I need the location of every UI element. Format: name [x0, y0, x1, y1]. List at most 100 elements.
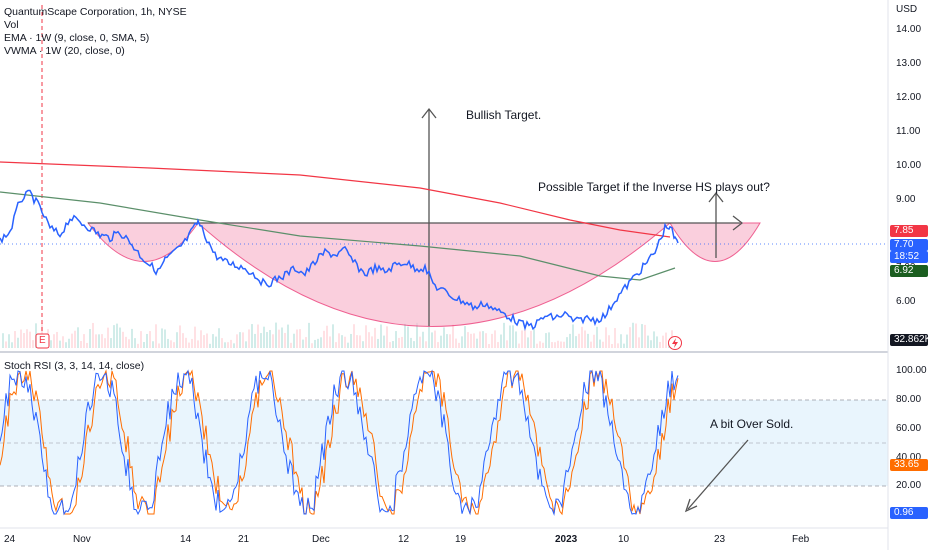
volume-bar [545, 333, 547, 348]
volume-bar [371, 336, 373, 348]
volume-bar [92, 322, 94, 348]
volume-bar [518, 343, 520, 348]
volume-bar [524, 330, 526, 348]
volume-bar [530, 330, 532, 348]
volume-bar [605, 327, 607, 348]
volume-bar [392, 341, 394, 348]
volume-bar [122, 331, 124, 348]
volume-bar [305, 337, 307, 348]
volume-bar [233, 343, 235, 348]
volume-bar [314, 339, 316, 348]
volume-bar [416, 322, 418, 348]
volume-bar [230, 339, 232, 348]
volume-bar [539, 341, 541, 348]
oversold-arrow [687, 439, 749, 510]
volume-bar [284, 332, 286, 348]
volume-bar [629, 327, 631, 348]
volume-bar [257, 324, 259, 348]
volume-bar [653, 331, 655, 348]
volume-bar [599, 339, 601, 348]
stoch-legend[interactable]: Stoch RSI (3, 3, 14, 14, close) [4, 360, 145, 372]
volume-bar [497, 342, 499, 348]
volume-bar [551, 342, 553, 348]
volume-bar [161, 328, 163, 348]
volume-bar [389, 342, 391, 348]
volume-bar [563, 341, 565, 348]
volume-bar [185, 337, 187, 348]
volume-bar [236, 334, 238, 348]
possible-target-text: Possible Target if the Inverse HS plays … [538, 180, 770, 194]
bullish-target-text: Bullish Target. [466, 108, 542, 122]
ema-legend[interactable]: EMA · 1W (9, close, 0, SMA, 5) [4, 32, 150, 44]
volume-bar [443, 327, 445, 348]
volume-bar [143, 342, 145, 348]
volume-bar [95, 334, 97, 348]
volume-bar [569, 333, 571, 348]
volume-bar [398, 337, 400, 348]
volume-bar [659, 341, 661, 348]
volume-bar [458, 342, 460, 348]
volume-bar [17, 337, 19, 348]
red-ma-badge: 7.85 [890, 225, 928, 237]
time-axis-label: 10 [618, 534, 630, 545]
volume-bar [521, 330, 523, 348]
volume-bar [662, 335, 664, 348]
volume-bar [134, 338, 136, 348]
volume-bar [455, 338, 457, 348]
time-axis-label: 2023 [555, 534, 578, 545]
stoch-axis-label: 60.00 [896, 423, 922, 434]
time-axis-label: Nov [73, 534, 91, 545]
volume-bar [542, 342, 544, 348]
volume-bar [275, 322, 277, 348]
price-series-line [0, 189, 679, 331]
time-axis-label: Feb [792, 534, 810, 545]
volume-bar [290, 342, 292, 348]
volume-bar [101, 334, 103, 348]
volume-bar [287, 324, 289, 348]
volume-bar [404, 323, 406, 348]
volume-bar [536, 343, 538, 348]
volume-bar [11, 342, 13, 348]
volume-bar [650, 340, 652, 348]
volume-bar [623, 343, 625, 348]
volume-bar [503, 322, 505, 348]
volume-bar [56, 331, 58, 348]
volume-bar [296, 329, 298, 348]
last-price-badge: 7.70 [890, 239, 928, 251]
volume-bar [197, 340, 199, 348]
volume-bar [491, 333, 493, 348]
volume-bar [476, 338, 478, 348]
volume-bar [482, 331, 484, 348]
volume-bar [401, 336, 403, 348]
volume-bar [68, 338, 70, 348]
volume-bar [626, 334, 628, 348]
vwma-legend[interactable]: VWMA · 1W (20, close, 0) [4, 45, 125, 57]
volume-bar [263, 326, 265, 348]
volume-bar [386, 326, 388, 348]
volume-bar [260, 333, 262, 348]
volume-bars [2, 322, 673, 348]
volume-bar [590, 341, 592, 348]
earnings-marker[interactable] [35, 333, 50, 349]
price-axis-label: 10.00 [896, 160, 922, 171]
volume-bar [566, 337, 568, 348]
volume-legend[interactable]: Vol [4, 19, 19, 31]
symbol-title[interactable]: QuantumScape Corporation, 1h, NYSE [4, 6, 187, 18]
volume-bar [440, 335, 442, 348]
volume-bar [104, 338, 106, 348]
time-axis-label: 14 [180, 534, 192, 545]
volume-bar [209, 343, 211, 348]
volume-bar [395, 331, 397, 348]
volume-bar [59, 340, 61, 348]
volume-bar [407, 326, 409, 348]
volume-bar [422, 331, 424, 348]
volume-bar [548, 332, 550, 348]
time-axis-label: 21 [238, 534, 250, 545]
volume-bar [632, 322, 634, 348]
volume-bar [635, 323, 637, 348]
volume-bar [620, 334, 622, 348]
volume-bar [494, 330, 496, 348]
volume-bar [20, 329, 22, 348]
volume-bar [437, 342, 439, 348]
